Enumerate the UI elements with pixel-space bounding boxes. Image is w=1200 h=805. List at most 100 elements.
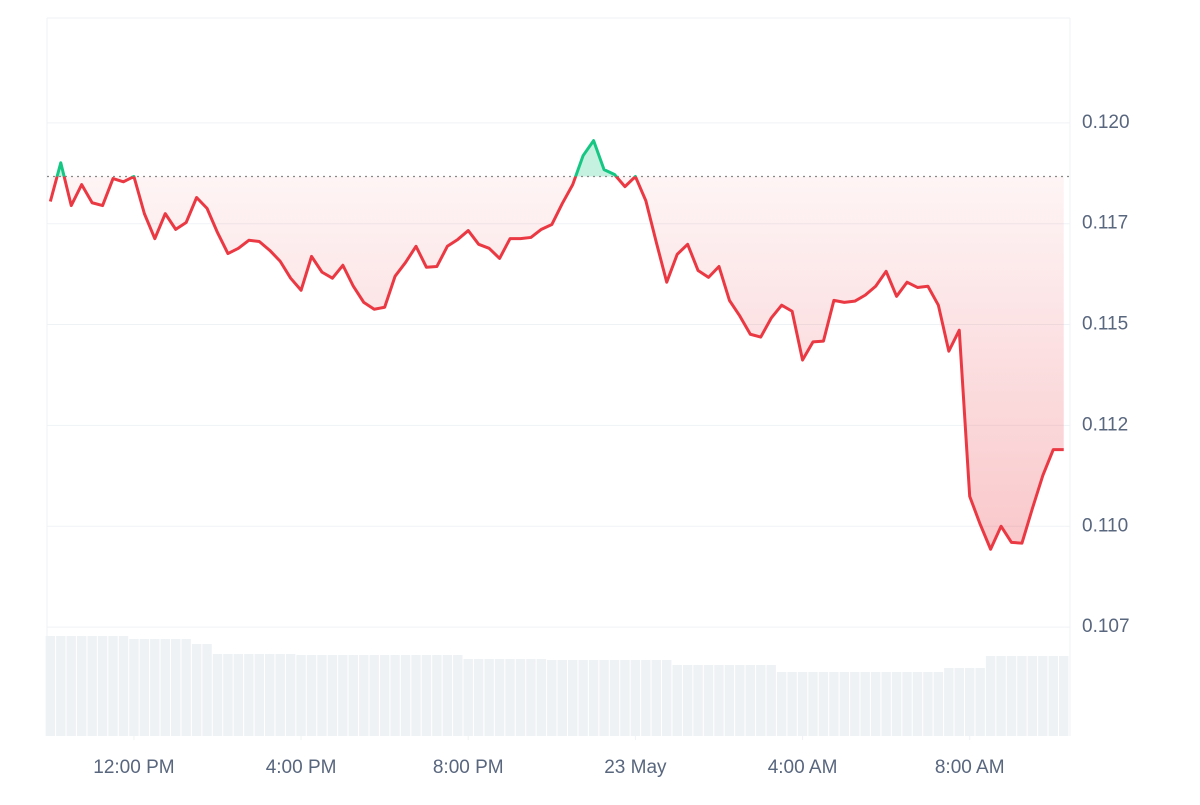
volume-bar bbox=[547, 660, 557, 736]
volume-bar bbox=[881, 672, 891, 736]
x-tick-label: 12:00 PM bbox=[93, 757, 174, 778]
volume-bar bbox=[369, 655, 379, 736]
volume-bar bbox=[567, 660, 578, 736]
x-tick-label: 8:00 AM bbox=[935, 757, 1005, 778]
volume-bar bbox=[494, 659, 505, 736]
volume-bar bbox=[202, 644, 212, 736]
volume-bar bbox=[620, 660, 630, 736]
volume-bar bbox=[421, 655, 432, 736]
volume-bar bbox=[400, 655, 411, 736]
volume-bar bbox=[662, 660, 672, 736]
volume-bar bbox=[473, 659, 484, 736]
volume-bar bbox=[359, 655, 369, 736]
volume-bar bbox=[265, 654, 275, 736]
volume-bar bbox=[1048, 656, 1059, 736]
volume-bar bbox=[1017, 656, 1027, 736]
volume-bar bbox=[233, 654, 244, 736]
volume-bar bbox=[682, 665, 693, 736]
x-tick-label: 8:00 PM bbox=[433, 757, 504, 778]
y-tick-label: 0.112 bbox=[1082, 414, 1128, 435]
price-line-down bbox=[48, 176, 1064, 551]
volume-bar bbox=[160, 639, 170, 736]
volume-bar bbox=[902, 672, 912, 736]
volume-bar bbox=[891, 672, 902, 736]
volume-bar bbox=[244, 654, 254, 736]
volume-bar bbox=[87, 636, 97, 736]
volume-bar bbox=[338, 655, 348, 736]
volume-bar bbox=[923, 672, 933, 736]
volume-bar bbox=[839, 672, 850, 736]
volume-bar bbox=[191, 644, 202, 736]
volume-bar bbox=[756, 665, 766, 736]
volume-bar bbox=[996, 656, 1006, 736]
volume-bar bbox=[954, 668, 964, 736]
volume-bar bbox=[693, 665, 703, 736]
volume-bar bbox=[745, 665, 756, 736]
volume-bar bbox=[818, 672, 829, 736]
y-tick-label: 0.107 bbox=[1082, 616, 1130, 637]
volume-bar bbox=[1027, 656, 1038, 736]
volume-bar bbox=[975, 668, 985, 736]
volume-bar bbox=[735, 665, 745, 736]
volume-bar bbox=[797, 672, 808, 736]
area-down bbox=[50, 176, 1064, 550]
volume-bar bbox=[411, 655, 421, 736]
volume-bar bbox=[212, 654, 223, 736]
volume-bar bbox=[1059, 656, 1069, 736]
volume-bar bbox=[641, 660, 651, 736]
volume-bar bbox=[609, 660, 620, 736]
volume-bar bbox=[453, 655, 463, 736]
volume-bar bbox=[275, 654, 285, 736]
volume-bar bbox=[870, 672, 881, 736]
volume-bar bbox=[599, 660, 609, 736]
volume-bar bbox=[45, 636, 56, 736]
volume-bar bbox=[776, 672, 787, 736]
volume-bar bbox=[588, 660, 599, 736]
volume-bar bbox=[139, 639, 150, 736]
volume-bar bbox=[76, 636, 87, 736]
volume-bar bbox=[787, 672, 797, 736]
volume-bar bbox=[850, 672, 860, 736]
volume-bar bbox=[536, 659, 547, 736]
volume-bar bbox=[327, 655, 338, 736]
volume-bar bbox=[944, 668, 954, 736]
volume-bar bbox=[306, 655, 317, 736]
volume-bar bbox=[515, 659, 526, 736]
volume-bar bbox=[56, 636, 66, 736]
volume-bar bbox=[254, 654, 265, 736]
volume-bar bbox=[912, 672, 923, 736]
y-tick-label: 0.117 bbox=[1082, 213, 1128, 234]
volume-bar bbox=[170, 639, 181, 736]
volume-bar bbox=[714, 665, 724, 736]
volume-bar bbox=[108, 636, 118, 736]
volume-bar bbox=[317, 655, 327, 736]
y-tick-label: 0.115 bbox=[1082, 314, 1128, 335]
volume-bar bbox=[118, 636, 129, 736]
volume-bar bbox=[829, 672, 839, 736]
volume-bar bbox=[505, 659, 515, 736]
volume-bar bbox=[1006, 656, 1017, 736]
volume-bar bbox=[97, 636, 108, 736]
x-tick-label: 4:00 AM bbox=[768, 757, 838, 778]
volume-bar bbox=[285, 654, 296, 736]
y-tick-label: 0.110 bbox=[1082, 515, 1128, 536]
volume-bar bbox=[578, 660, 588, 736]
volume-bar bbox=[526, 659, 536, 736]
volume-bar bbox=[181, 639, 191, 736]
volume-bar bbox=[296, 655, 306, 736]
volume-bar bbox=[66, 636, 76, 736]
volume-bar bbox=[964, 668, 975, 736]
volume-bar bbox=[860, 672, 870, 736]
volume-bar bbox=[223, 654, 233, 736]
volume-bar bbox=[703, 665, 714, 736]
volume-bar bbox=[1038, 656, 1048, 736]
volume-bar bbox=[630, 660, 641, 736]
volume-bar bbox=[432, 655, 442, 736]
volume-bar bbox=[150, 639, 160, 736]
volume-bar bbox=[463, 659, 473, 736]
y-tick-label: 0.120 bbox=[1082, 112, 1130, 133]
volume-bar bbox=[557, 660, 567, 736]
volume-bar bbox=[724, 665, 735, 736]
volume-bar bbox=[672, 665, 682, 736]
